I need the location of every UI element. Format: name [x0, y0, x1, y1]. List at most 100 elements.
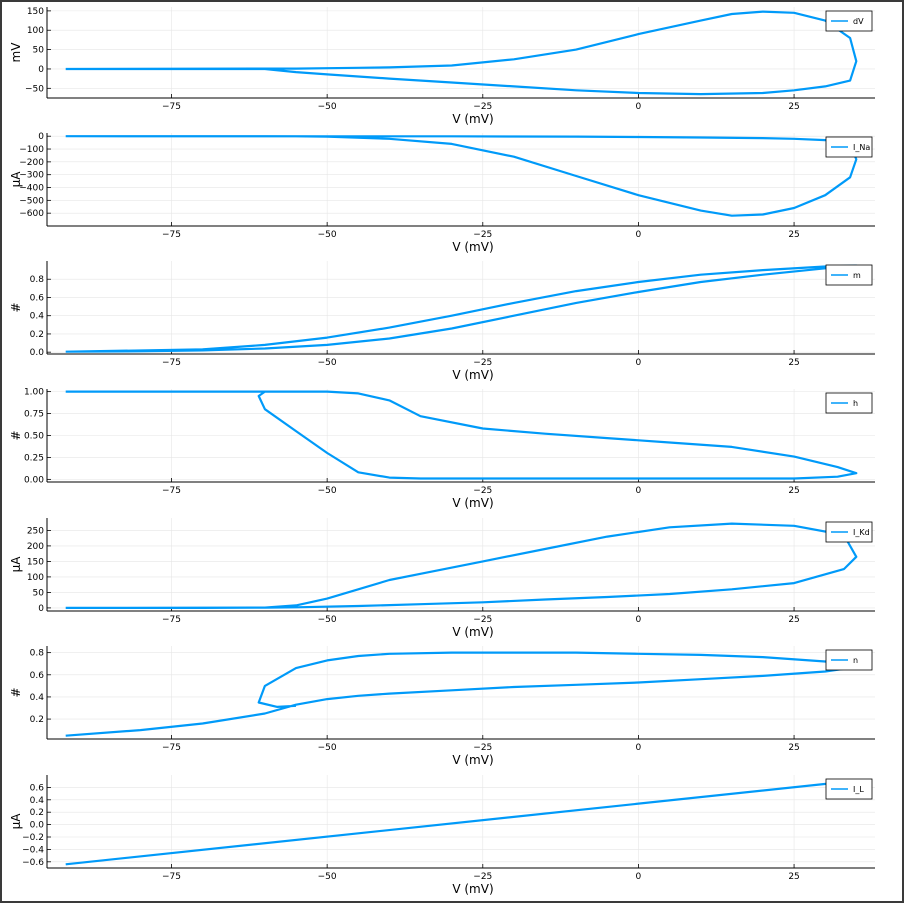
series-line-i_l — [65, 779, 857, 866]
x-tick-label: −50 — [318, 358, 337, 368]
y-axis-label: µA — [9, 171, 23, 188]
y-tick-label: −300 — [19, 171, 44, 181]
y-tick-label: 0.4 — [30, 312, 45, 322]
series-line-i_kd — [65, 522, 858, 610]
x-tick-label: 0 — [636, 615, 642, 625]
x-tick-label: −25 — [473, 872, 492, 882]
x-tick-label: −75 — [162, 743, 181, 753]
legend-box — [825, 392, 873, 414]
series-line-dv — [65, 10, 858, 96]
y-tick-label: 0.2 — [30, 808, 44, 818]
x-axis-label: V (mV) — [452, 496, 493, 510]
y-tick-label: 50 — [33, 46, 45, 56]
x-tick-label: −75 — [162, 102, 181, 112]
series-line-m — [65, 264, 858, 353]
legend: I_Na — [825, 136, 873, 158]
legend: dV — [825, 10, 873, 32]
x-tick-label: 25 — [788, 230, 799, 240]
y-tick-label: −0.6 — [22, 858, 44, 868]
x-axis-label: V (mV) — [452, 112, 493, 126]
legend-label: I_Na — [853, 143, 870, 152]
x-tick-label: 25 — [788, 486, 799, 496]
y-axis-label: # — [9, 302, 23, 312]
y-tick-label: 0.00 — [24, 475, 44, 485]
y-axis-label: mV — [9, 42, 23, 63]
x-tick-label: 0 — [636, 872, 642, 882]
subplot-3: −75 −50 −25 0 25 0.0 0.2 0.4 0.6 0.8 V (mV) # m — [9, 261, 875, 382]
y-tick-label: −50 — [25, 84, 44, 94]
x-tick-label: 25 — [788, 102, 799, 112]
y-tick-label: 1.00 — [24, 388, 44, 398]
legend: n — [825, 649, 873, 671]
legend-box — [825, 136, 873, 158]
x-axis-label: V (mV) — [452, 625, 493, 639]
legend-box — [825, 521, 873, 543]
x-tick-label: −75 — [162, 230, 181, 240]
y-tick-label: 100 — [27, 573, 44, 583]
subplot-6: −75 −50 −25 0 25 0.2 0.4 0.6 0.8 V (mV) # n — [9, 646, 875, 767]
legend-label: m — [853, 271, 861, 280]
x-tick-label: 25 — [788, 872, 799, 882]
y-tick-label: −600 — [19, 209, 44, 219]
series-line-n — [65, 651, 858, 737]
y-tick-label: 0.50 — [24, 432, 44, 442]
y-tick-label: 0.2 — [30, 330, 44, 340]
y-axis-label: # — [9, 687, 23, 697]
legend: m — [825, 264, 873, 286]
legend-label: I_L — [853, 785, 864, 794]
y-tick-label: 0 — [38, 604, 44, 614]
y-tick-label: −400 — [19, 184, 44, 194]
legend-box — [825, 264, 873, 286]
x-tick-label: 0 — [636, 486, 642, 496]
legend-box — [825, 10, 873, 32]
x-axis-label: V (mV) — [452, 240, 493, 254]
y-tick-label: 200 — [27, 542, 44, 552]
y-tick-label: −100 — [19, 145, 44, 155]
subplot-7: −75 −50 −25 0 25 −0.6 −0.4 −0.2 0.0 0.2 0.4 0.6 V (m… — [9, 775, 875, 896]
x-tick-label: 0 — [636, 102, 642, 112]
y-tick-label: 0.25 — [24, 453, 44, 463]
subplot-1: −75 −50 −25 0 25 −50 0 50 100 150 V (mV) mV dV — [9, 7, 875, 126]
series-line-i_na — [65, 135, 858, 217]
x-tick-label: 25 — [788, 743, 799, 753]
y-axis-label: µA — [9, 813, 23, 830]
y-tick-label: 0 — [38, 65, 44, 75]
x-tick-label: −75 — [162, 872, 181, 882]
x-tick-label: 0 — [636, 230, 642, 240]
y-tick-label: 250 — [27, 526, 44, 536]
legend: I_L — [825, 778, 873, 800]
y-tick-label: 0.6 — [30, 671, 45, 681]
x-tick-label: −75 — [162, 358, 181, 368]
series-line-h — [65, 390, 858, 480]
legend-box — [825, 649, 873, 671]
y-tick-label: −0.4 — [22, 845, 44, 855]
x-tick-label: −25 — [473, 486, 492, 496]
x-axis-label: V (mV) — [452, 368, 493, 382]
y-tick-label: 0.8 — [30, 275, 45, 285]
subplot-2: −75 −50 −25 0 25 0 −100 −200 −300 −400 −500 −600 V (… — [9, 132, 875, 254]
x-tick-label: 25 — [788, 615, 799, 625]
y-tick-label: 0.0 — [30, 821, 45, 831]
legend-label: dV — [853, 17, 864, 26]
y-tick-label: 0.4 — [30, 693, 45, 703]
y-tick-label: 0.4 — [30, 796, 45, 806]
y-tick-label: −0.2 — [22, 833, 44, 843]
x-tick-label: −25 — [473, 743, 492, 753]
x-tick-label: −75 — [162, 615, 181, 625]
legend-label: I_Kd — [853, 528, 870, 537]
legend: I_Kd — [825, 521, 873, 543]
x-tick-label: −25 — [473, 615, 492, 625]
y-tick-label: 150 — [27, 7, 44, 17]
x-tick-label: 0 — [636, 358, 642, 368]
x-tick-label: −50 — [318, 230, 337, 240]
y-tick-label: 0.6 — [30, 293, 45, 303]
x-tick-label: −50 — [318, 102, 337, 112]
x-tick-label: −50 — [318, 615, 337, 625]
y-tick-label: 50 — [33, 588, 45, 598]
x-tick-label: −50 — [318, 486, 337, 496]
legend-label: h — [853, 399, 858, 408]
y-tick-label: 100 — [27, 26, 44, 36]
